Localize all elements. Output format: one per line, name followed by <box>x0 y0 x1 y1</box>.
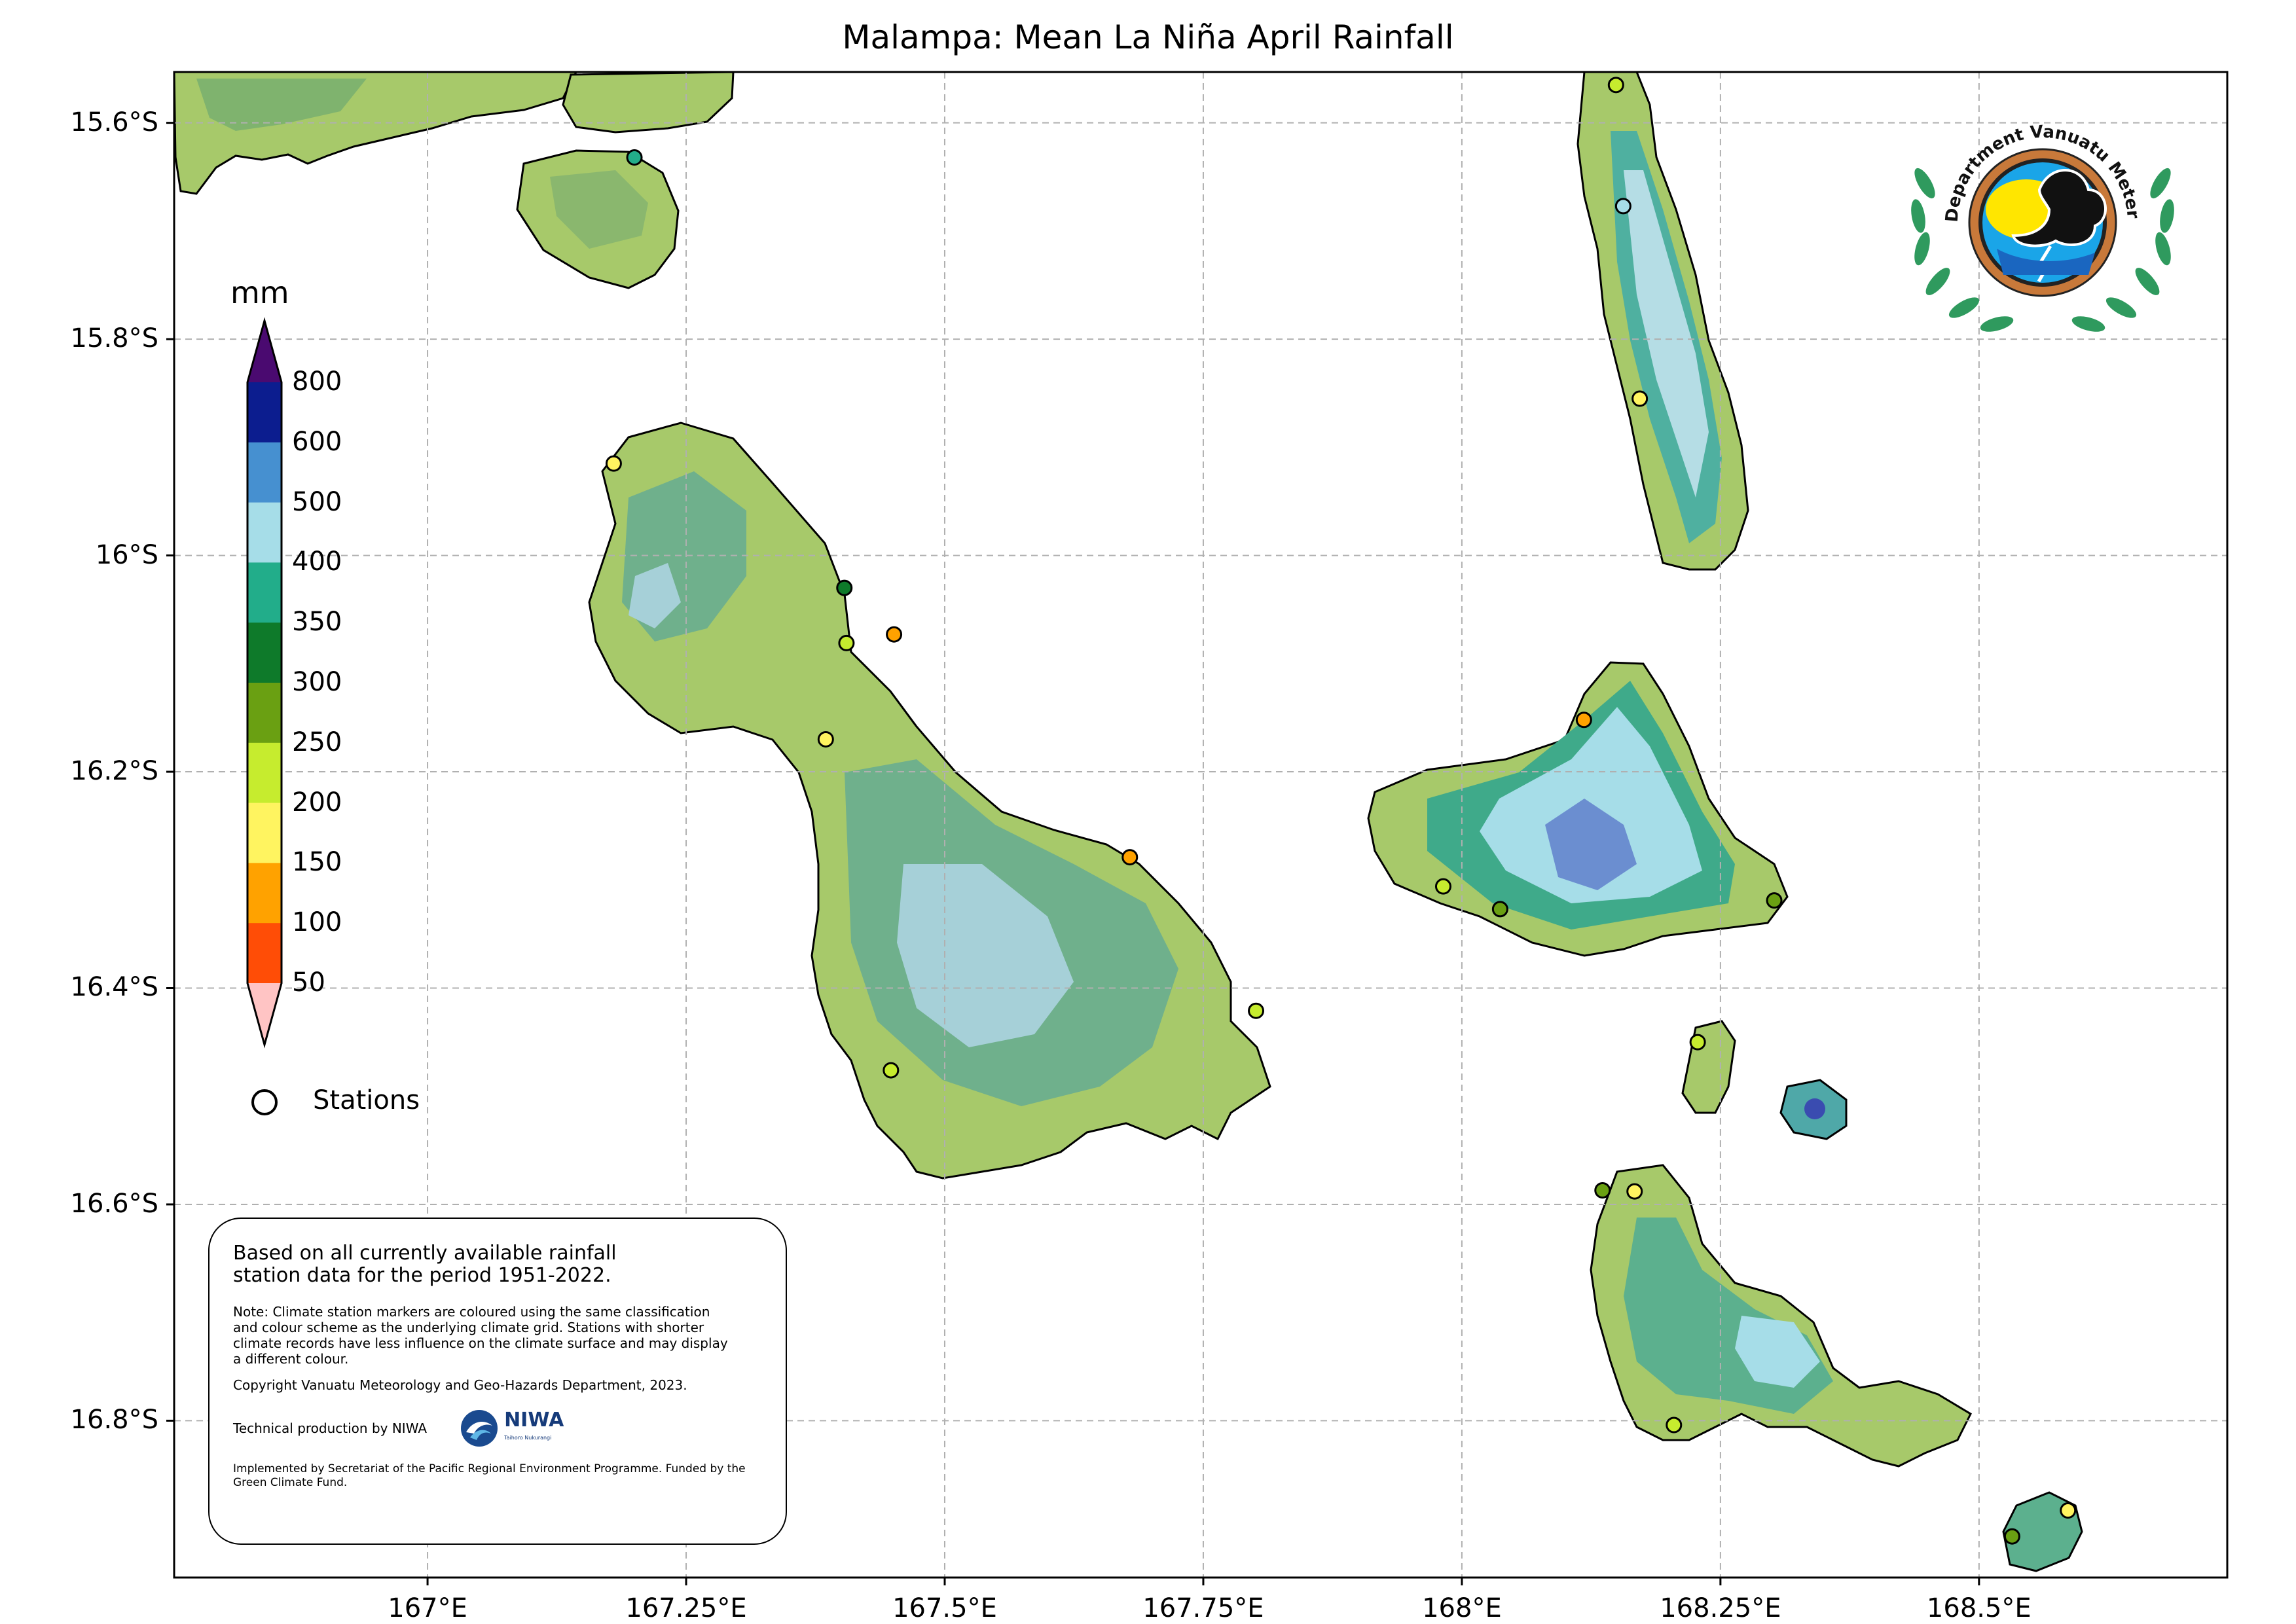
niwa-wave-icon <box>461 1410 498 1447</box>
vmgd-logo: Department Vanuatu Meterology and Geo-Ha… <box>1899 92 2174 332</box>
colorbar-tick-label: 800 <box>292 367 342 397</box>
lat-label: 16°S <box>95 539 158 570</box>
logo-cloud <box>2011 169 2107 247</box>
station-marker <box>817 731 834 748</box>
lon-label: 168°E <box>1422 1593 1502 1623</box>
info-note-text: Note: Climate station markers are colour… <box>233 1304 728 1367</box>
map-title: Malampa: Mean La Niña April Rainfall <box>842 18 1454 56</box>
station-marker <box>1434 878 1451 895</box>
station-marker <box>605 455 622 472</box>
colorbar-tick-label: 350 <box>292 607 342 638</box>
station-marker <box>1121 849 1139 866</box>
station-marker <box>2003 1528 2020 1545</box>
stations-legend-marker <box>251 1089 278 1115</box>
lat-label: 16.8°S <box>70 1405 158 1435</box>
map-frame <box>173 71 2229 1579</box>
lon-label: 167°E <box>388 1593 467 1623</box>
island-pentecost-high <box>1624 170 1709 497</box>
colorbar-tick-label: 600 <box>292 426 342 457</box>
colorbar-segment <box>247 803 282 863</box>
station-marker <box>626 149 643 166</box>
lon-label: 167.75°E <box>1142 1593 1264 1623</box>
station-marker <box>1766 892 1783 909</box>
colorbar-tick-label: 100 <box>292 907 342 938</box>
station-marker <box>883 1062 900 1079</box>
axis-ticks <box>166 122 1980 1585</box>
colorbar-segment <box>247 382 282 443</box>
info-implemented: Implemented by Secretariat of the Pacifi… <box>233 1462 746 1489</box>
colorbar-unit: mm <box>230 275 289 310</box>
lon-label: 167.5°E <box>892 1593 997 1623</box>
colorbar-tick-label: 300 <box>292 667 342 697</box>
stations-legend-label: Stations <box>313 1085 420 1115</box>
colorbar-tick-label: 200 <box>292 787 342 818</box>
station-marker <box>2060 1502 2077 1519</box>
niwa-logo: NIWA Taihoro Nukurangi <box>460 1409 564 1448</box>
colorbar-over-arrow <box>247 321 282 382</box>
niwa-subtitle: Taihoro Nukurangi <box>504 1435 552 1441</box>
colorbar-tick-label: 500 <box>292 486 342 517</box>
island-malekula-peaks-2 <box>629 563 681 628</box>
lopevi-peak <box>1804 1098 1825 1119</box>
laurel-right <box>2071 168 2174 332</box>
station-marker <box>1575 712 1592 729</box>
station-marker <box>1626 1183 1643 1200</box>
station-marker <box>836 579 853 596</box>
colorbar-segment <box>247 742 282 804</box>
land-layer <box>173 71 2083 1572</box>
island-small-north <box>562 71 735 134</box>
colorbar-segment <box>247 683 282 744</box>
lat-label: 16.6°S <box>70 1188 158 1219</box>
station-marker <box>1607 77 1624 94</box>
island-santo-coast-hills <box>196 79 367 131</box>
colorbar <box>246 317 283 1049</box>
info-tech-text: Technical production by NIWA <box>233 1420 428 1436</box>
station-marker <box>1491 901 1508 918</box>
colorbar-segment <box>247 562 282 623</box>
station-marker <box>1689 1034 1706 1051</box>
colorbar-tick-label: 250 <box>292 727 342 757</box>
station-marker <box>886 626 903 643</box>
logo-sea <box>1997 249 2095 275</box>
colorbar-tick-label: 150 <box>292 847 342 878</box>
station-marker <box>838 634 855 651</box>
island-small-north-2-hill <box>550 170 648 249</box>
island-ambrym-caldera <box>1545 799 1637 890</box>
lat-label: 16.2°S <box>70 756 158 787</box>
station-marker <box>1594 1182 1611 1199</box>
island-malekula-peaks <box>897 864 1074 1047</box>
lon-label: 168.25°E <box>1660 1593 1781 1623</box>
colorbar-tick-label: 400 <box>292 547 342 577</box>
station-marker <box>1248 1002 1265 1019</box>
station-marker <box>1666 1416 1683 1434</box>
station-marker <box>1614 198 1631 215</box>
station-marker <box>1631 390 1649 407</box>
lon-label: 168.5°E <box>1926 1593 2032 1623</box>
niwa-word: NIWA <box>504 1409 564 1432</box>
colorbar-segment <box>247 442 282 503</box>
station-markers <box>605 77 2077 1545</box>
lon-label: 167.25°E <box>625 1593 747 1623</box>
map-gridlines <box>174 72 2227 1578</box>
island-epi-high <box>1735 1316 1820 1388</box>
info-box: Based on all currently available rainfal… <box>208 1218 787 1545</box>
info-tech-row: Technical production by NIWA NIWA Taihor… <box>233 1409 762 1448</box>
colorbar-segment <box>247 623 282 683</box>
colorbar-tick-label: 50 <box>292 967 325 998</box>
laurel-left <box>1911 168 2014 332</box>
info-copyright: Copyright Vanuatu Meteorology and Geo-Ha… <box>233 1377 687 1393</box>
lat-label: 16.4°S <box>70 972 158 1003</box>
info-main-text: Based on all currently available rainfal… <box>233 1242 617 1287</box>
colorbar-segment <box>247 863 282 924</box>
lat-label: 15.6°S <box>70 107 158 137</box>
colorbar-segment <box>247 923 282 984</box>
colorbar-segment <box>247 502 282 563</box>
island-paama <box>1681 1020 1736 1114</box>
lat-label: 15.8°S <box>70 323 158 354</box>
colorbar-under-arrow <box>247 983 282 1045</box>
colorbar-outline <box>246 317 283 1049</box>
